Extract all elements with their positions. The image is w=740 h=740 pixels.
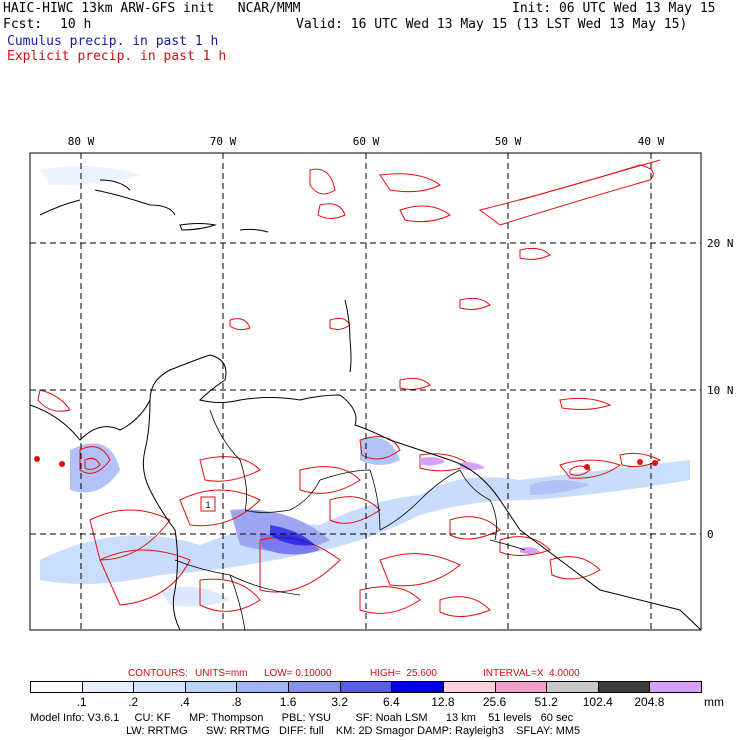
lat-label: 10 N xyxy=(707,384,734,397)
lon-label: 70 W xyxy=(210,135,237,148)
colorbar-swatch xyxy=(391,681,444,693)
lat-labels: 20 N 10 N 0 xyxy=(707,237,734,541)
country-borders xyxy=(174,409,526,630)
colorbar-swatch xyxy=(81,681,135,693)
labeled-box xyxy=(200,496,216,512)
valid-time: Valid: 16 UTC Wed 13 May 15 (13 LST Wed … xyxy=(296,17,688,32)
colorbar-swatch xyxy=(184,681,238,693)
colorbar-tick-label: .4 xyxy=(179,695,190,709)
colorbar-tick-label: 12.8 xyxy=(431,695,455,709)
model-info-line2: LW: RRTMG SW: RRTMG DIFF: full KM: 2D Sm… xyxy=(126,725,581,737)
lat-label: 20 N xyxy=(707,237,734,250)
colorbar-swatch xyxy=(30,681,83,693)
colorbar-tick-label: 204.8 xyxy=(634,695,665,709)
colorbar-swatch xyxy=(442,681,496,693)
lon-label: 40 W xyxy=(638,135,665,148)
colorbar-tick-label: 51.2 xyxy=(534,695,558,709)
coastlines xyxy=(30,179,701,630)
lon-label: 60 W xyxy=(353,135,380,148)
heavy-precip-spots xyxy=(34,456,658,554)
colorbar-tick-label: 102.4 xyxy=(582,695,613,709)
colorbar-tick-label: 3.2 xyxy=(331,695,349,709)
lon-label: 50 W xyxy=(495,135,522,148)
colorbar-swatch xyxy=(597,681,651,693)
colorbar-swatch xyxy=(288,681,341,693)
contours-label: CONTOURS: xyxy=(128,668,188,679)
model-info-line1: Model Info: V3.6.1 CU: KF MP: Thompson P… xyxy=(30,712,574,724)
forecast-hour: 10 h xyxy=(60,17,92,32)
lon-label: 80 W xyxy=(68,135,95,148)
colorbar-swatch xyxy=(133,681,186,693)
contours-high: HIGH= 25.600 xyxy=(370,668,437,679)
init-time: Init: 06 UTC Wed 13 May 15 xyxy=(512,1,716,16)
colorbar-swatch xyxy=(339,681,393,693)
lon-labels: 80 W 70 W 60 W 50 W 40 W xyxy=(68,135,665,148)
colorbar-tick-label: 1.6 xyxy=(279,695,297,709)
colorbar-tick-label: .1 xyxy=(76,695,87,709)
colorbar-swatch xyxy=(649,681,702,693)
contours-interval: INTERVAL=X 4.0000 xyxy=(483,668,580,679)
explicit-precip-contours xyxy=(37,159,662,617)
forecast-label: Fcst: xyxy=(3,17,43,32)
map-frame xyxy=(29,152,702,631)
colorbar-swatch xyxy=(494,681,548,693)
colorbar-unit: mm xyxy=(704,695,724,709)
lat-label: 0 xyxy=(707,528,714,541)
explicit-legend: Explicit precip. in past 1 h xyxy=(7,49,227,64)
colorbar-swatch xyxy=(236,681,290,693)
colorbar-swatch xyxy=(546,681,599,693)
contours-units: UNITS=mm xyxy=(195,668,248,679)
contours-low: LOW= 0.10000 xyxy=(264,668,332,679)
colorbar-tick-label: .2 xyxy=(128,695,139,709)
plot-title: HAIC-HIWC 13km ARW-GFS init NCAR/MMM xyxy=(3,1,301,16)
cumulus-legend: Cumulus precip. in past 1 h xyxy=(7,34,219,49)
colorbar-tick-label: 6.4 xyxy=(382,695,400,709)
labeled-box-text: 1 xyxy=(205,500,210,510)
lat-lon-grid xyxy=(30,153,701,630)
colorbar-tick-label: 25.6 xyxy=(482,695,507,709)
colorbar-tick-label: .8 xyxy=(231,695,242,709)
